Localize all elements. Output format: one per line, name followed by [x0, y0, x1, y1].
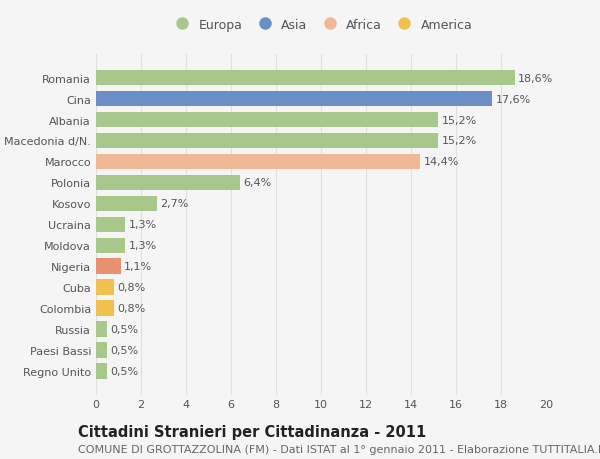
Legend: Europa, Asia, Africa, America: Europa, Asia, Africa, America: [164, 14, 478, 37]
Bar: [96, 196, 157, 212]
Bar: [96, 343, 107, 358]
Text: 2,7%: 2,7%: [160, 199, 188, 209]
Bar: [96, 217, 125, 233]
Bar: [96, 259, 121, 274]
Text: 1,1%: 1,1%: [124, 262, 152, 272]
Text: 6,4%: 6,4%: [244, 178, 272, 188]
Text: 15,2%: 15,2%: [442, 136, 476, 146]
Text: 18,6%: 18,6%: [518, 73, 553, 84]
Bar: [96, 154, 420, 170]
Bar: [96, 112, 438, 128]
Text: Cittadini Stranieri per Cittadinanza - 2011: Cittadini Stranieri per Cittadinanza - 2…: [78, 425, 426, 440]
Text: 0,8%: 0,8%: [118, 304, 146, 313]
Bar: [96, 364, 107, 379]
Bar: [96, 322, 107, 337]
Text: 15,2%: 15,2%: [442, 115, 476, 125]
Text: 1,3%: 1,3%: [128, 220, 157, 230]
Text: 0,5%: 0,5%: [110, 366, 139, 376]
Text: 0,5%: 0,5%: [110, 325, 139, 335]
Bar: [96, 280, 114, 296]
Text: COMUNE DI GROTTAZZOLINA (FM) - Dati ISTAT al 1° gennaio 2011 - Elaborazione TUTT: COMUNE DI GROTTAZZOLINA (FM) - Dati ISTA…: [78, 444, 600, 454]
Bar: [96, 133, 438, 149]
Bar: [96, 301, 114, 317]
Text: 0,8%: 0,8%: [118, 283, 146, 293]
Text: 1,3%: 1,3%: [128, 241, 157, 251]
Bar: [96, 238, 125, 254]
Text: 17,6%: 17,6%: [496, 94, 530, 104]
Bar: [96, 91, 492, 107]
Text: 0,5%: 0,5%: [110, 346, 139, 356]
Bar: [96, 175, 240, 191]
Text: 14,4%: 14,4%: [424, 157, 459, 167]
Bar: [96, 71, 515, 86]
